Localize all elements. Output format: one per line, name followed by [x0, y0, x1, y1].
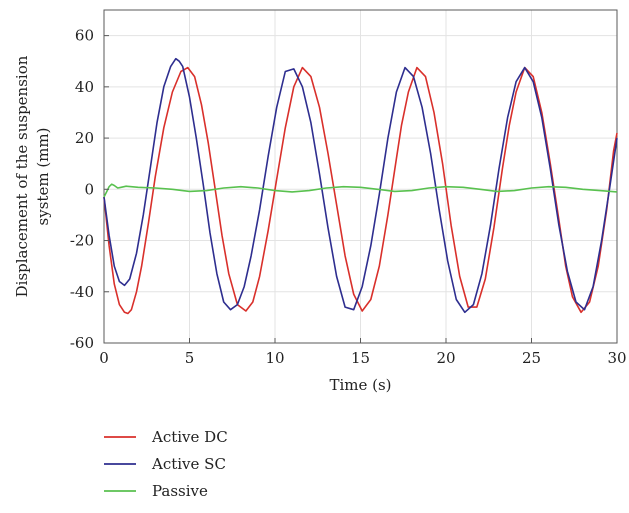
series-line-active-sc: [103, 57, 618, 314]
x-tick-label: 10: [265, 349, 284, 367]
y-tick-label: 60: [75, 27, 94, 45]
y-tick-label: 0: [84, 180, 94, 198]
y-tick-label: -60: [70, 334, 94, 352]
y-tick-label: 40: [75, 78, 94, 96]
legend-label: Passive: [152, 482, 208, 500]
x-tick-label: 25: [522, 349, 541, 367]
y-axis-title-line-1: Displacement of the suspension: [13, 55, 31, 297]
y-axis-title: Displacement of the suspension system (m…: [13, 55, 52, 297]
series-line-active-dc: [103, 66, 618, 315]
y-axis-title-line-2: system (mm): [34, 128, 52, 226]
x-tick-label: 20: [436, 349, 455, 367]
legend: Active DC Active SC Passive: [104, 428, 228, 500]
series-line-passive: [103, 183, 618, 198]
y-tick-label: 20: [75, 129, 94, 147]
grid: [103, 10, 618, 344]
y-tick-label: -40: [70, 283, 94, 301]
x-tick-label: 0: [99, 349, 109, 367]
legend-label: Active DC: [151, 428, 228, 446]
x-axis-title: Time (s): [329, 376, 391, 394]
x-tick-label: 30: [607, 349, 626, 367]
y-tick-label: -20: [70, 232, 94, 250]
x-tick-label: 5: [185, 349, 195, 367]
legend-label: Active SC: [151, 455, 226, 473]
x-tick-label: 15: [351, 349, 370, 367]
series-lines: [103, 57, 618, 315]
axis-ticks: 0 5 10 15 20 25 30 -60 -40 -20 0 20 40 60: [70, 27, 627, 367]
